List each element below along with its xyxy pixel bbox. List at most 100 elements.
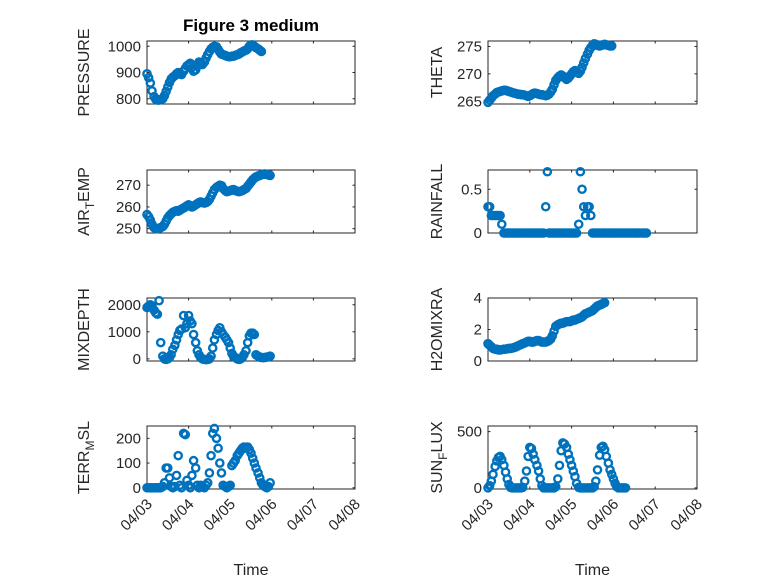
data-point xyxy=(178,310,189,321)
subplot-2: 265 270 275 THETA xyxy=(429,38,698,110)
data-point xyxy=(206,351,216,361)
data-point xyxy=(173,450,183,461)
data-point xyxy=(162,463,173,473)
data-point xyxy=(606,41,617,51)
figure-title: Figure 3 medium xyxy=(183,16,319,35)
data-point xyxy=(542,166,553,177)
data-point xyxy=(213,443,223,454)
data-point xyxy=(166,349,176,360)
data-point xyxy=(171,470,182,481)
y-tick-label: 275 xyxy=(457,38,482,55)
y-tick-label: 900 xyxy=(116,65,141,82)
data-point xyxy=(230,455,240,466)
data-point xyxy=(155,337,166,348)
data-point xyxy=(190,463,201,473)
y-tick-label: 270 xyxy=(457,66,482,83)
data-point xyxy=(575,166,586,177)
y-tick-label: 260 xyxy=(116,199,141,216)
y-axis-label: TERRMSL xyxy=(76,421,97,494)
data-point xyxy=(246,448,256,458)
y-tick-label: 4 xyxy=(474,290,482,307)
y-axis-label: MIXDEPTH xyxy=(76,288,93,371)
y-tick-label: 2000 xyxy=(108,297,141,314)
data-point xyxy=(547,330,558,341)
data-point xyxy=(225,480,235,491)
y-tick-label: 0 xyxy=(474,480,482,497)
data-point xyxy=(496,219,507,230)
data-point xyxy=(553,474,563,484)
y-tick-label: 1000 xyxy=(108,38,141,55)
data-point xyxy=(540,201,551,212)
data-point xyxy=(170,340,180,351)
x-axis-label: Time xyxy=(234,562,269,579)
data-point xyxy=(190,337,201,348)
y-tick-label: 1000 xyxy=(108,324,141,341)
y-tick-label: 270 xyxy=(116,177,141,194)
data-point xyxy=(620,483,631,493)
y-axis-label: PRESSURE xyxy=(76,28,93,116)
data-point xyxy=(592,465,603,475)
data-point xyxy=(571,228,582,238)
data-point xyxy=(249,458,260,468)
y-tick-label: 0 xyxy=(474,353,482,370)
y-tick-label: 265 xyxy=(457,93,482,110)
y-axis-label: SUNFLUX xyxy=(429,421,450,494)
data-point xyxy=(249,329,260,340)
y-axis-label: AIRTEMP xyxy=(76,167,97,236)
y-tick-label: 0 xyxy=(133,480,141,497)
data-point xyxy=(182,475,192,486)
data-point xyxy=(211,433,222,444)
data-point xyxy=(216,468,227,478)
data-point xyxy=(152,309,163,320)
data-point xyxy=(521,466,532,476)
y-tick-label: 0.5 xyxy=(461,181,482,198)
data-point xyxy=(519,476,530,486)
data-point xyxy=(577,184,587,195)
y-tick-label: 100 xyxy=(116,455,141,472)
data-point xyxy=(495,210,505,221)
y-axis-label: RAINFALL xyxy=(429,164,446,240)
data-point xyxy=(573,219,584,230)
data-point xyxy=(188,329,199,340)
data-point xyxy=(183,310,194,321)
data-point xyxy=(207,343,218,353)
data-point xyxy=(484,480,495,491)
data-point xyxy=(265,351,275,361)
data-point xyxy=(171,335,182,345)
subplot-3: 250 260 270 AIRTEMP xyxy=(76,167,356,238)
subplot-4: 0 0.5 RAINFALL xyxy=(429,164,698,242)
subplot-5: 0 1000 2000 MIXDEPTH xyxy=(76,288,356,371)
y-axis-label: THETA xyxy=(429,47,446,99)
data-point xyxy=(605,465,615,475)
data-point xyxy=(206,450,216,461)
y-tick-label: 500 xyxy=(457,424,482,441)
y-tick-label: 200 xyxy=(116,430,141,447)
data-point xyxy=(187,470,197,481)
data-point xyxy=(606,469,617,480)
data-point xyxy=(214,458,225,468)
data-point xyxy=(247,453,258,463)
data-point xyxy=(187,318,197,329)
subplot-6: 0 2 4 H2OMIXRA xyxy=(429,287,698,371)
data-point xyxy=(578,201,589,212)
data-point xyxy=(265,170,275,181)
data-point xyxy=(209,423,220,434)
data-point xyxy=(161,86,171,97)
data-point xyxy=(641,228,652,238)
data-point xyxy=(204,468,215,478)
data-point xyxy=(225,343,235,353)
data-point xyxy=(251,463,261,473)
data-point xyxy=(202,478,213,488)
y-tick-label: 250 xyxy=(116,221,141,238)
data-point xyxy=(580,210,591,221)
data-point xyxy=(584,201,594,212)
y-tick-label: 0 xyxy=(133,351,141,368)
data-point xyxy=(608,474,619,484)
data-point xyxy=(586,210,596,221)
data-point xyxy=(223,337,234,348)
data-point xyxy=(143,72,154,83)
data-point xyxy=(180,429,191,440)
y-axis-label: H2OMIXRA xyxy=(429,287,446,371)
